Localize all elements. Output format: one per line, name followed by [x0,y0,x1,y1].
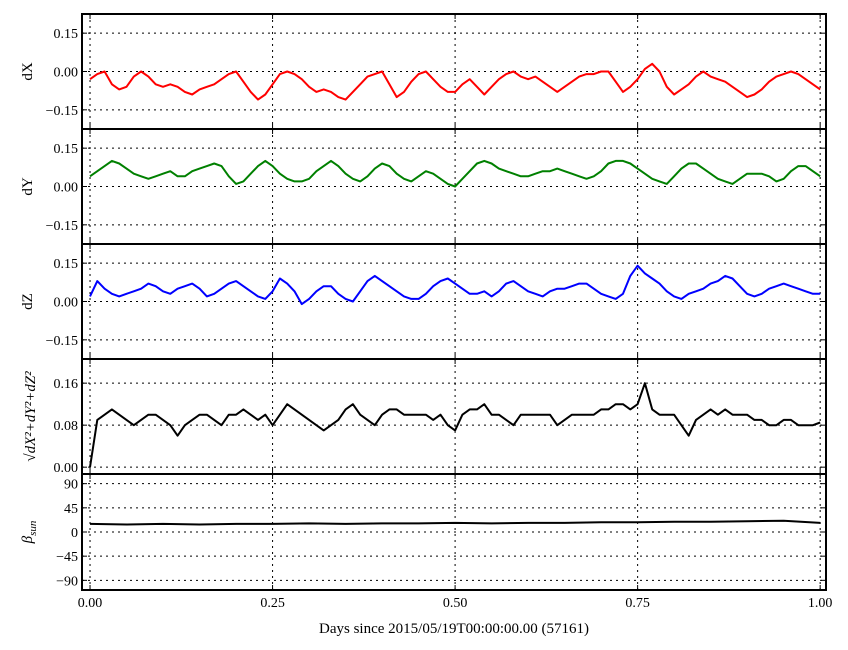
y-tick-label: 0.16 [54,377,79,392]
series-line-dy [89,159,821,188]
panel-dy: 0.15 0.00 −0.15 dY [20,128,827,245]
y-tick-label: 0 [71,526,78,541]
y-tick-label: 0.15 [54,142,79,157]
y-axis-label-main: dZ [20,293,36,310]
y-tick-label: −0.15 [46,104,78,119]
panel-frame [81,473,827,591]
y-axis-label-main: dX [20,62,36,81]
y-axis-label-sub: sun [27,520,39,536]
y-tick-label: 0.08 [54,419,79,434]
series-line-magnitude [89,382,821,468]
y-tick-label: 0.00 [54,66,79,81]
x-tick-label: 1.00 [808,596,833,611]
x-tick-label: 0.75 [625,596,650,611]
y-tick-label: −0.15 [46,219,78,234]
y-tick-label: 0.15 [54,257,79,272]
y-tick-label: 45 [64,502,78,517]
y-axis-label: βsun [20,520,39,544]
y-axis-label: dX [20,62,36,81]
panel-frame [81,358,827,475]
series-line-dx [89,62,821,101]
series-line-beta-sun [89,519,821,526]
y-tick-label: −90 [56,574,78,589]
series-line-dz [89,264,821,306]
y-tick-label: −45 [56,550,78,565]
x-tick-label: 0.50 [443,596,468,611]
x-tick-label: 0.25 [260,596,285,611]
panel-magnitude: 0.16 0.08 0.00 √dX²+dY²+dZ² [23,358,827,476]
y-axis-label-main: dY [20,177,36,196]
y-axis-label: dZ [20,293,36,310]
x-axis-label: Days since 2015/05/19T00:00:00.00 (57161… [319,621,589,637]
y-tick-label: 90 [64,478,78,493]
panel-dx: 0.15 0.00 −0.15 dX [20,13,827,130]
x-tick-label: 0.00 [78,596,103,611]
y-tick-label: −0.15 [46,334,78,349]
y-axis-label: dY [20,177,36,196]
y-axis-label-main: √dX²+dY²+dZ² [23,371,39,462]
panel-dz: 0.15 0.00 −0.15 dZ [20,243,827,360]
panel-beta-sun: 90 45 0 −45 −90 βsun [20,473,827,591]
y-axis-label-main: β [20,535,36,544]
y-tick-label: 0.15 [54,27,79,42]
y-tick-label: 0.00 [54,461,79,476]
y-tick-label: 0.00 [54,181,79,196]
y-tick-label: 0.00 [54,296,79,311]
y-axis-label: √dX²+dY²+dZ² [23,371,39,462]
